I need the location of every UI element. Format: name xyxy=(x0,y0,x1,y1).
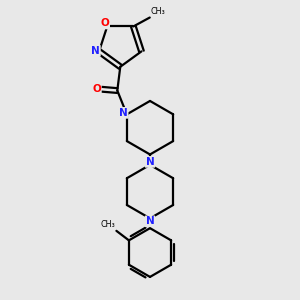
Text: O: O xyxy=(92,84,101,94)
Text: N: N xyxy=(91,46,100,56)
Text: CH₃: CH₃ xyxy=(150,7,165,16)
Text: O: O xyxy=(100,19,109,28)
Text: CH₃: CH₃ xyxy=(100,220,115,230)
Text: N: N xyxy=(119,108,128,118)
Text: N: N xyxy=(146,216,154,226)
Text: N: N xyxy=(146,157,154,167)
